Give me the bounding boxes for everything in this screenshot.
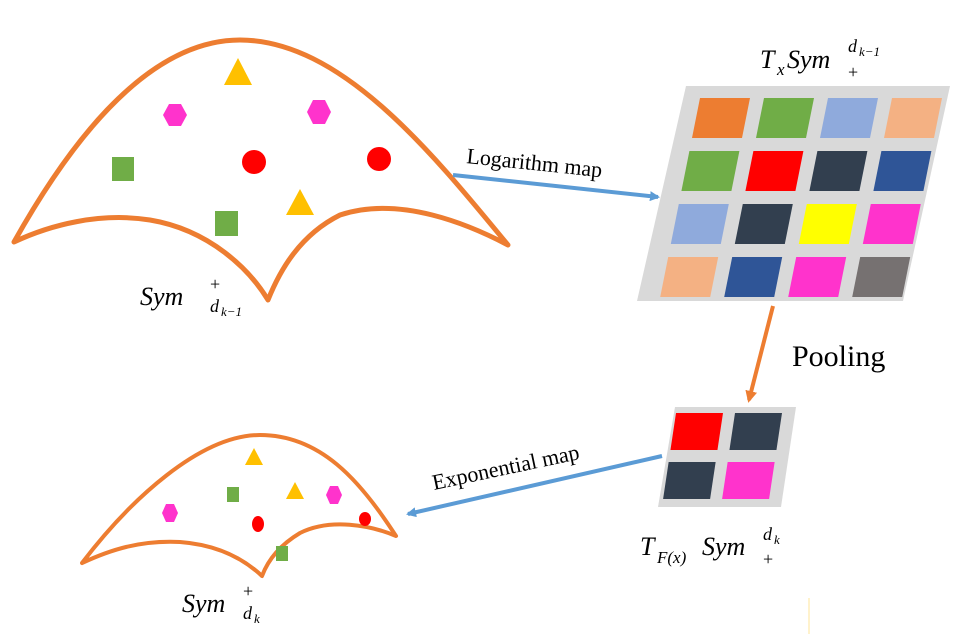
grid-cell [660, 257, 719, 297]
grid-cell [681, 151, 740, 191]
top-tangent-plus: + [848, 62, 858, 82]
square-shape [112, 157, 134, 181]
grid-cell [798, 204, 857, 244]
triangle-shape [224, 58, 252, 85]
grid-cell [734, 204, 793, 244]
grid-cell [873, 151, 932, 191]
top-manifold-outline [11, 37, 511, 303]
square-shape [227, 487, 239, 502]
bottom-manifold-label: Sym [182, 589, 225, 618]
grid-cell [670, 413, 723, 450]
bottom-tangent-plus: + [763, 549, 773, 569]
exp-map-label: Exponential map [430, 439, 582, 495]
grid-cell [809, 151, 868, 191]
circle-shape [367, 147, 391, 171]
hexagon-shape [162, 504, 178, 522]
triangle-shape [286, 482, 304, 499]
grid-cell [729, 413, 782, 450]
hexagon-shape [307, 100, 331, 124]
bottom-tangent-sup-d: d [763, 524, 773, 544]
top-manifold-sub: d [210, 296, 220, 316]
grid-cell [692, 98, 750, 138]
top-tangent-grid [637, 86, 950, 301]
hexagon-shape [163, 104, 187, 126]
grid-cell [852, 257, 911, 297]
circle-shape [252, 516, 264, 532]
grid-cell [862, 204, 921, 244]
top-tangent-label: T [760, 45, 776, 74]
hexagon-shape [326, 486, 342, 504]
pooling-label: Pooling [792, 340, 885, 373]
top-tangent-sym: Sym [787, 45, 830, 74]
pooling-arrow [745, 305, 775, 403]
grid-cell [756, 98, 814, 138]
grid-cell [722, 462, 775, 499]
triangle-shape [245, 448, 263, 465]
bottom-manifold [80, 433, 398, 578]
grid-cell [884, 98, 942, 138]
bottom-manifold-sup: + [243, 581, 253, 601]
circle-shape [359, 512, 371, 526]
top-tangent-sup-d: d [848, 36, 858, 56]
bottom-tangent-grid [658, 407, 796, 507]
exp-map-arrow [406, 454, 663, 518]
bottom-manifold-sub: d [243, 603, 253, 623]
top-tangent-sup-sub: k−1 [859, 44, 880, 59]
top-manifold [11, 37, 511, 303]
top-grid-background [637, 86, 950, 301]
square-shape [276, 546, 288, 561]
grid-cell [745, 151, 804, 191]
top-grid-cells [660, 98, 942, 297]
square-shape [215, 211, 238, 236]
top-tangent-sub-x: x [776, 60, 785, 79]
top-manifold-label: Sym [140, 282, 183, 311]
grid-cell [670, 204, 729, 244]
bottom-tangent-label: T [640, 532, 656, 561]
log-map-arrow [452, 173, 660, 202]
grid-cell [788, 257, 847, 297]
bottom-tangent-sub-fx: F(x) [656, 548, 687, 567]
top-manifold-subsub: k−1 [221, 304, 242, 319]
circle-shape [242, 150, 266, 174]
log-map-label: Logarithm map [465, 143, 603, 182]
bottom-grid-cells [663, 413, 782, 499]
grid-cell [724, 257, 783, 297]
top-manifold-sup: + [210, 274, 220, 294]
bottom-manifold-outline [80, 433, 398, 578]
bottom-tangent-sup-sub: k [774, 532, 780, 547]
grid-cell [820, 98, 878, 138]
triangle-shape [286, 189, 314, 215]
grid-cell [663, 462, 716, 499]
bottom-tangent-sym: Sym [702, 532, 745, 561]
bottom-manifold-subsub: k [254, 611, 260, 626]
